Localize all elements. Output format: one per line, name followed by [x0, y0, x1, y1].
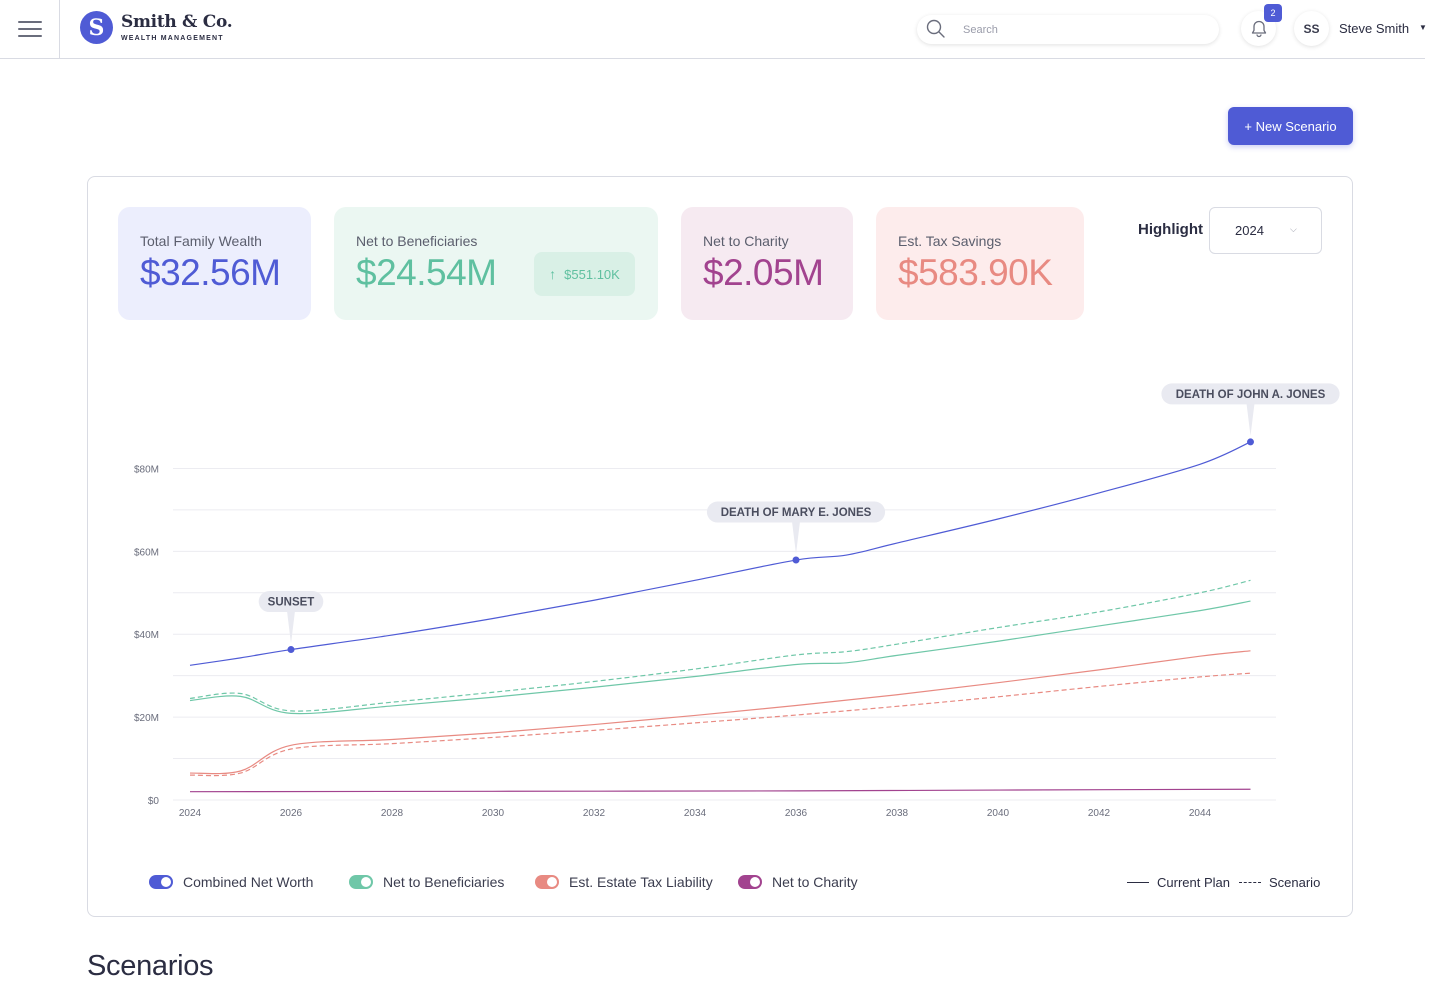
- toggle-switch[interactable]: [149, 875, 173, 889]
- x-tick-label: 2026: [280, 808, 303, 819]
- event-annotation: DEATH OF JOHN A. JONES: [1161, 383, 1340, 446]
- chevron-down-icon: ⌵: [1290, 224, 1297, 234]
- y-tick-label: $60M: [134, 547, 159, 558]
- legend-item-est-estate-tax-liability[interactable]: Est. Estate Tax Liability: [535, 874, 713, 890]
- x-tick-label: 2024: [179, 808, 202, 819]
- x-tick-label: 2040: [987, 808, 1010, 819]
- search-box[interactable]: [917, 15, 1219, 44]
- scenarios-section-title: Scenarios: [87, 950, 214, 982]
- logo-mark-icon: S: [80, 11, 113, 44]
- x-tick-label: 2038: [886, 808, 909, 819]
- net-to-charity-current-plan-line: [189, 788, 1251, 793]
- net-to-beneficiaries-scenario-line: [189, 579, 1251, 712]
- metric-value: $24.54M: [356, 252, 497, 293]
- highlight-label: Highlight: [1138, 221, 1203, 238]
- annotation-label: DEATH OF MARY E. JONES: [721, 507, 872, 519]
- legend-label: Net to Charity: [772, 874, 858, 890]
- x-tick-label: 2030: [482, 808, 505, 819]
- x-tick-label: 2042: [1088, 808, 1111, 819]
- event-annotation: SUNSET: [258, 591, 324, 654]
- toggle-switch[interactable]: [535, 875, 559, 889]
- legend-item-net-to-charity[interactable]: Net to Charity: [738, 874, 858, 890]
- metric-card-net-to-charity: Net to Charity $2.05M: [681, 207, 853, 320]
- delta-badge: ↑ $551.10K: [534, 252, 635, 296]
- delta-value: $551.10K: [564, 266, 620, 282]
- metric-value: $32.56M: [140, 252, 281, 293]
- y-tick-label: $80M: [134, 464, 159, 475]
- y-tick-label: $20M: [134, 713, 159, 724]
- user-name-menu[interactable]: Steve Smith: [1339, 21, 1410, 36]
- combined-net-worth-current-plan-line: [189, 441, 1251, 666]
- x-tick-label: 2032: [583, 808, 606, 819]
- annotation-marker: [792, 556, 800, 564]
- legend-label: Combined Net Worth: [183, 874, 314, 890]
- user-avatar[interactable]: SS: [1294, 11, 1329, 46]
- search-input[interactable]: [963, 23, 1193, 36]
- brand-logo[interactable]: S Smith & Co. WEALTH MANAGEMENT: [80, 11, 233, 44]
- est-estate-tax-liability-scenario-line: [189, 672, 1251, 777]
- metric-card-net-to-beneficiaries: Net to Beneficiaries $24.54M ↑ $551.10K: [334, 207, 658, 320]
- notification-count-badge: 2: [1264, 4, 1282, 22]
- top-navigation-bar: S Smith & Co. WEALTH MANAGEMENT 2 SS Ste…: [0, 0, 1427, 59]
- bell-icon: [1251, 20, 1266, 37]
- est-estate-tax-liability-current-plan-line: [189, 650, 1251, 775]
- metric-label: Net to Charity: [703, 233, 789, 249]
- y-tick-label: $40M: [134, 630, 159, 641]
- brand-subtitle: WEALTH MANAGEMENT: [121, 34, 224, 42]
- x-tick-label: 2034: [684, 808, 707, 819]
- highlight-selected-value: 2024: [1235, 223, 1264, 238]
- arrow-up-icon: ↑: [549, 266, 557, 282]
- metric-value: $2.05M: [703, 252, 824, 293]
- annotation-pointer: [287, 611, 295, 644]
- annotation-label: DEATH OF JOHN A. JONES: [1176, 389, 1326, 401]
- annotation-marker: [1247, 438, 1254, 446]
- metric-value: $583.90K: [898, 252, 1053, 293]
- x-tick-label: 2028: [381, 808, 404, 819]
- annotation-pill: [258, 591, 324, 613]
- toggle-switch[interactable]: [349, 875, 373, 889]
- annotation-marker: [287, 646, 295, 654]
- annotation-pill: [706, 501, 886, 523]
- annotation-pill: [1161, 383, 1340, 405]
- metric-label: Est. Tax Savings: [898, 233, 1002, 249]
- toggle-switch[interactable]: [738, 875, 762, 889]
- new-scenario-button[interactable]: + New Scenario: [1228, 107, 1353, 145]
- hamburger-icon[interactable]: [0, 0, 60, 58]
- wealth-projection-chart: $0 $20M $40M $60M $80M 2024 2026 2028 2030 2032 20…: [134, 383, 1340, 819]
- current-plan-label: Current Plan: [1157, 875, 1230, 890]
- legend-item-net-to-beneficiaries[interactable]: Net to Beneficiaries: [349, 874, 504, 890]
- legend-label: Est. Estate Tax Liability: [569, 874, 713, 890]
- solid-line-swatch: [1127, 882, 1149, 883]
- metric-label: Net to Beneficiaries: [356, 233, 478, 249]
- scenario-label: Scenario: [1268, 875, 1321, 890]
- line-style-key: Current Plan Scenario: [1127, 875, 1320, 890]
- x-tick-label: 2036: [785, 808, 808, 819]
- annotation-label: SUNSET: [268, 597, 315, 609]
- legend-label: Net to Beneficiaries: [383, 874, 505, 890]
- net-to-beneficiaries-current-plan-line: [189, 600, 1251, 715]
- brand-name: Smith & Co.: [121, 11, 233, 32]
- annotation-pointer: [1246, 403, 1255, 436]
- search-icon: [926, 19, 945, 38]
- event-annotation: DEATH OF MARY E. JONES: [706, 501, 886, 564]
- dashed-line-swatch: [1238, 882, 1261, 883]
- highlight-year-select[interactable]: 2024 ⌵: [1209, 207, 1322, 254]
- metric-card-est-tax-savings: Est. Tax Savings $583.90K: [876, 207, 1084, 320]
- y-tick-label: $0: [148, 796, 160, 807]
- x-tick-label: 2044: [1189, 808, 1212, 819]
- metric-label: Total Family Wealth: [140, 233, 262, 249]
- legend-item-combined-net-worth[interactable]: Combined Net Worth: [149, 874, 313, 890]
- annotation-pointer: [792, 521, 800, 555]
- metric-card-total-family-wealth: Total Family Wealth $32.56M: [118, 207, 311, 320]
- wealth-overview-panel: Total Family Wealth $32.56M Net to Benef…: [87, 176, 1353, 917]
- caret-down-icon[interactable]: ▼: [1419, 23, 1427, 32]
